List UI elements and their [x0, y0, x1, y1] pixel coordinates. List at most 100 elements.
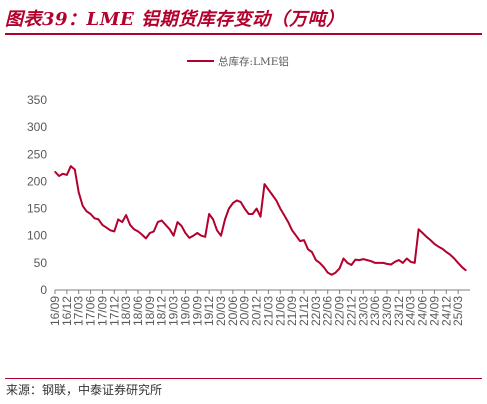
data-point — [169, 228, 171, 230]
data-point — [315, 259, 317, 261]
x-tick-label: 24/12 — [439, 296, 453, 326]
x-tick-label: 23/12 — [392, 296, 406, 326]
data-point — [271, 194, 273, 196]
x-tick-label: 17/03 — [72, 296, 86, 326]
data-point — [283, 214, 285, 216]
data-point — [287, 221, 289, 223]
x-tick-label: 22/03 — [309, 296, 323, 326]
x-tick-label: 16/12 — [60, 296, 74, 326]
data-point — [232, 202, 234, 204]
data-point — [244, 207, 246, 210]
x-tick-label: 20/09 — [238, 296, 252, 326]
data-point — [208, 213, 210, 215]
data-point — [378, 262, 380, 264]
data-point — [255, 207, 258, 210]
x-tick-label: 20/12 — [250, 296, 264, 326]
data-point — [82, 205, 84, 207]
y-tick-label: 250 — [27, 147, 47, 161]
data-point — [362, 258, 364, 260]
data-point — [295, 235, 297, 237]
source-note: 来源：钢联，中泰证券研究所 — [6, 383, 163, 397]
data-point — [263, 183, 266, 185]
x-tick-label: 22/12 — [344, 296, 358, 326]
y-tick-label: 50 — [34, 256, 48, 270]
data-point — [366, 259, 368, 261]
data-point — [390, 263, 392, 266]
data-point — [216, 229, 218, 231]
data-point — [311, 251, 313, 253]
data-point — [93, 217, 96, 219]
data-point — [248, 213, 250, 215]
data-point — [125, 214, 127, 216]
x-tick-label: 25/03 — [451, 296, 465, 326]
x-tick-label: 24/03 — [404, 296, 418, 326]
data-point — [66, 174, 68, 176]
data-point — [370, 260, 372, 262]
x-tick-label: 19/03 — [167, 296, 181, 326]
x-tick-label: 22/09 — [333, 296, 347, 326]
data-point — [307, 248, 309, 250]
x-tick-label: 21/03 — [261, 296, 275, 326]
data-point — [342, 257, 345, 260]
x-tick-label: 24/09 — [427, 296, 441, 326]
data-point — [453, 257, 455, 260]
x-tick-label: 19/06 — [178, 296, 192, 326]
data-point — [129, 224, 131, 226]
data-point — [62, 173, 64, 175]
x-tick-label: 23/03 — [356, 296, 370, 326]
data-point — [402, 262, 404, 264]
data-point — [74, 168, 76, 171]
data-point — [220, 235, 222, 237]
data-point — [137, 230, 139, 232]
data-point — [319, 262, 321, 264]
data-point — [121, 221, 123, 223]
data-point — [105, 226, 107, 229]
x-tick-label: 20/03 — [214, 296, 228, 326]
x-tick-label: 16/09 — [48, 296, 62, 326]
data-point — [398, 259, 400, 261]
source-divider — [5, 378, 482, 379]
x-tick-label: 18/09 — [143, 296, 157, 326]
data-point — [303, 239, 305, 241]
data-point — [89, 213, 92, 215]
data-point — [406, 257, 408, 260]
legend-label: 总库存:LME铝 — [218, 55, 289, 68]
data-point — [461, 266, 463, 268]
data-point — [382, 262, 384, 264]
data-point — [240, 201, 242, 203]
data-point — [196, 232, 198, 234]
x-tick-label: 24/06 — [416, 296, 430, 326]
data-point — [113, 230, 115, 232]
data-point — [386, 263, 388, 265]
data-point — [323, 266, 325, 268]
data-point — [418, 228, 420, 230]
data-point — [299, 240, 301, 242]
x-tick-label: 22/06 — [321, 296, 335, 326]
series-layer — [54, 165, 467, 276]
data-point — [58, 175, 60, 177]
data-point — [279, 207, 281, 210]
data-point — [200, 235, 202, 237]
data-point — [109, 229, 111, 231]
line-chart: 总库存:LME铝 0 50 100 150 200 250 300 350 16/0916/1… — [27, 55, 470, 326]
data-point — [117, 218, 119, 221]
x-tick-label: 17/09 — [95, 296, 109, 326]
data-point — [410, 261, 412, 263]
data-point — [291, 229, 293, 231]
y-tick-label: 100 — [27, 229, 47, 243]
data-point — [212, 218, 214, 221]
x-tick-label: 18/12 — [155, 296, 169, 326]
data-point — [192, 235, 194, 237]
x-tick-label: 18/03 — [119, 296, 133, 326]
data-point — [86, 210, 88, 212]
data-point — [394, 261, 396, 263]
title-divider — [5, 33, 482, 35]
data-point — [54, 171, 56, 173]
y-tick-label: 300 — [27, 120, 47, 134]
data-point — [275, 199, 277, 202]
series-line — [54, 165, 467, 276]
data-point — [327, 272, 329, 274]
data-point — [97, 218, 100, 221]
y-tick-label: 150 — [27, 202, 47, 216]
data-point — [180, 225, 183, 227]
